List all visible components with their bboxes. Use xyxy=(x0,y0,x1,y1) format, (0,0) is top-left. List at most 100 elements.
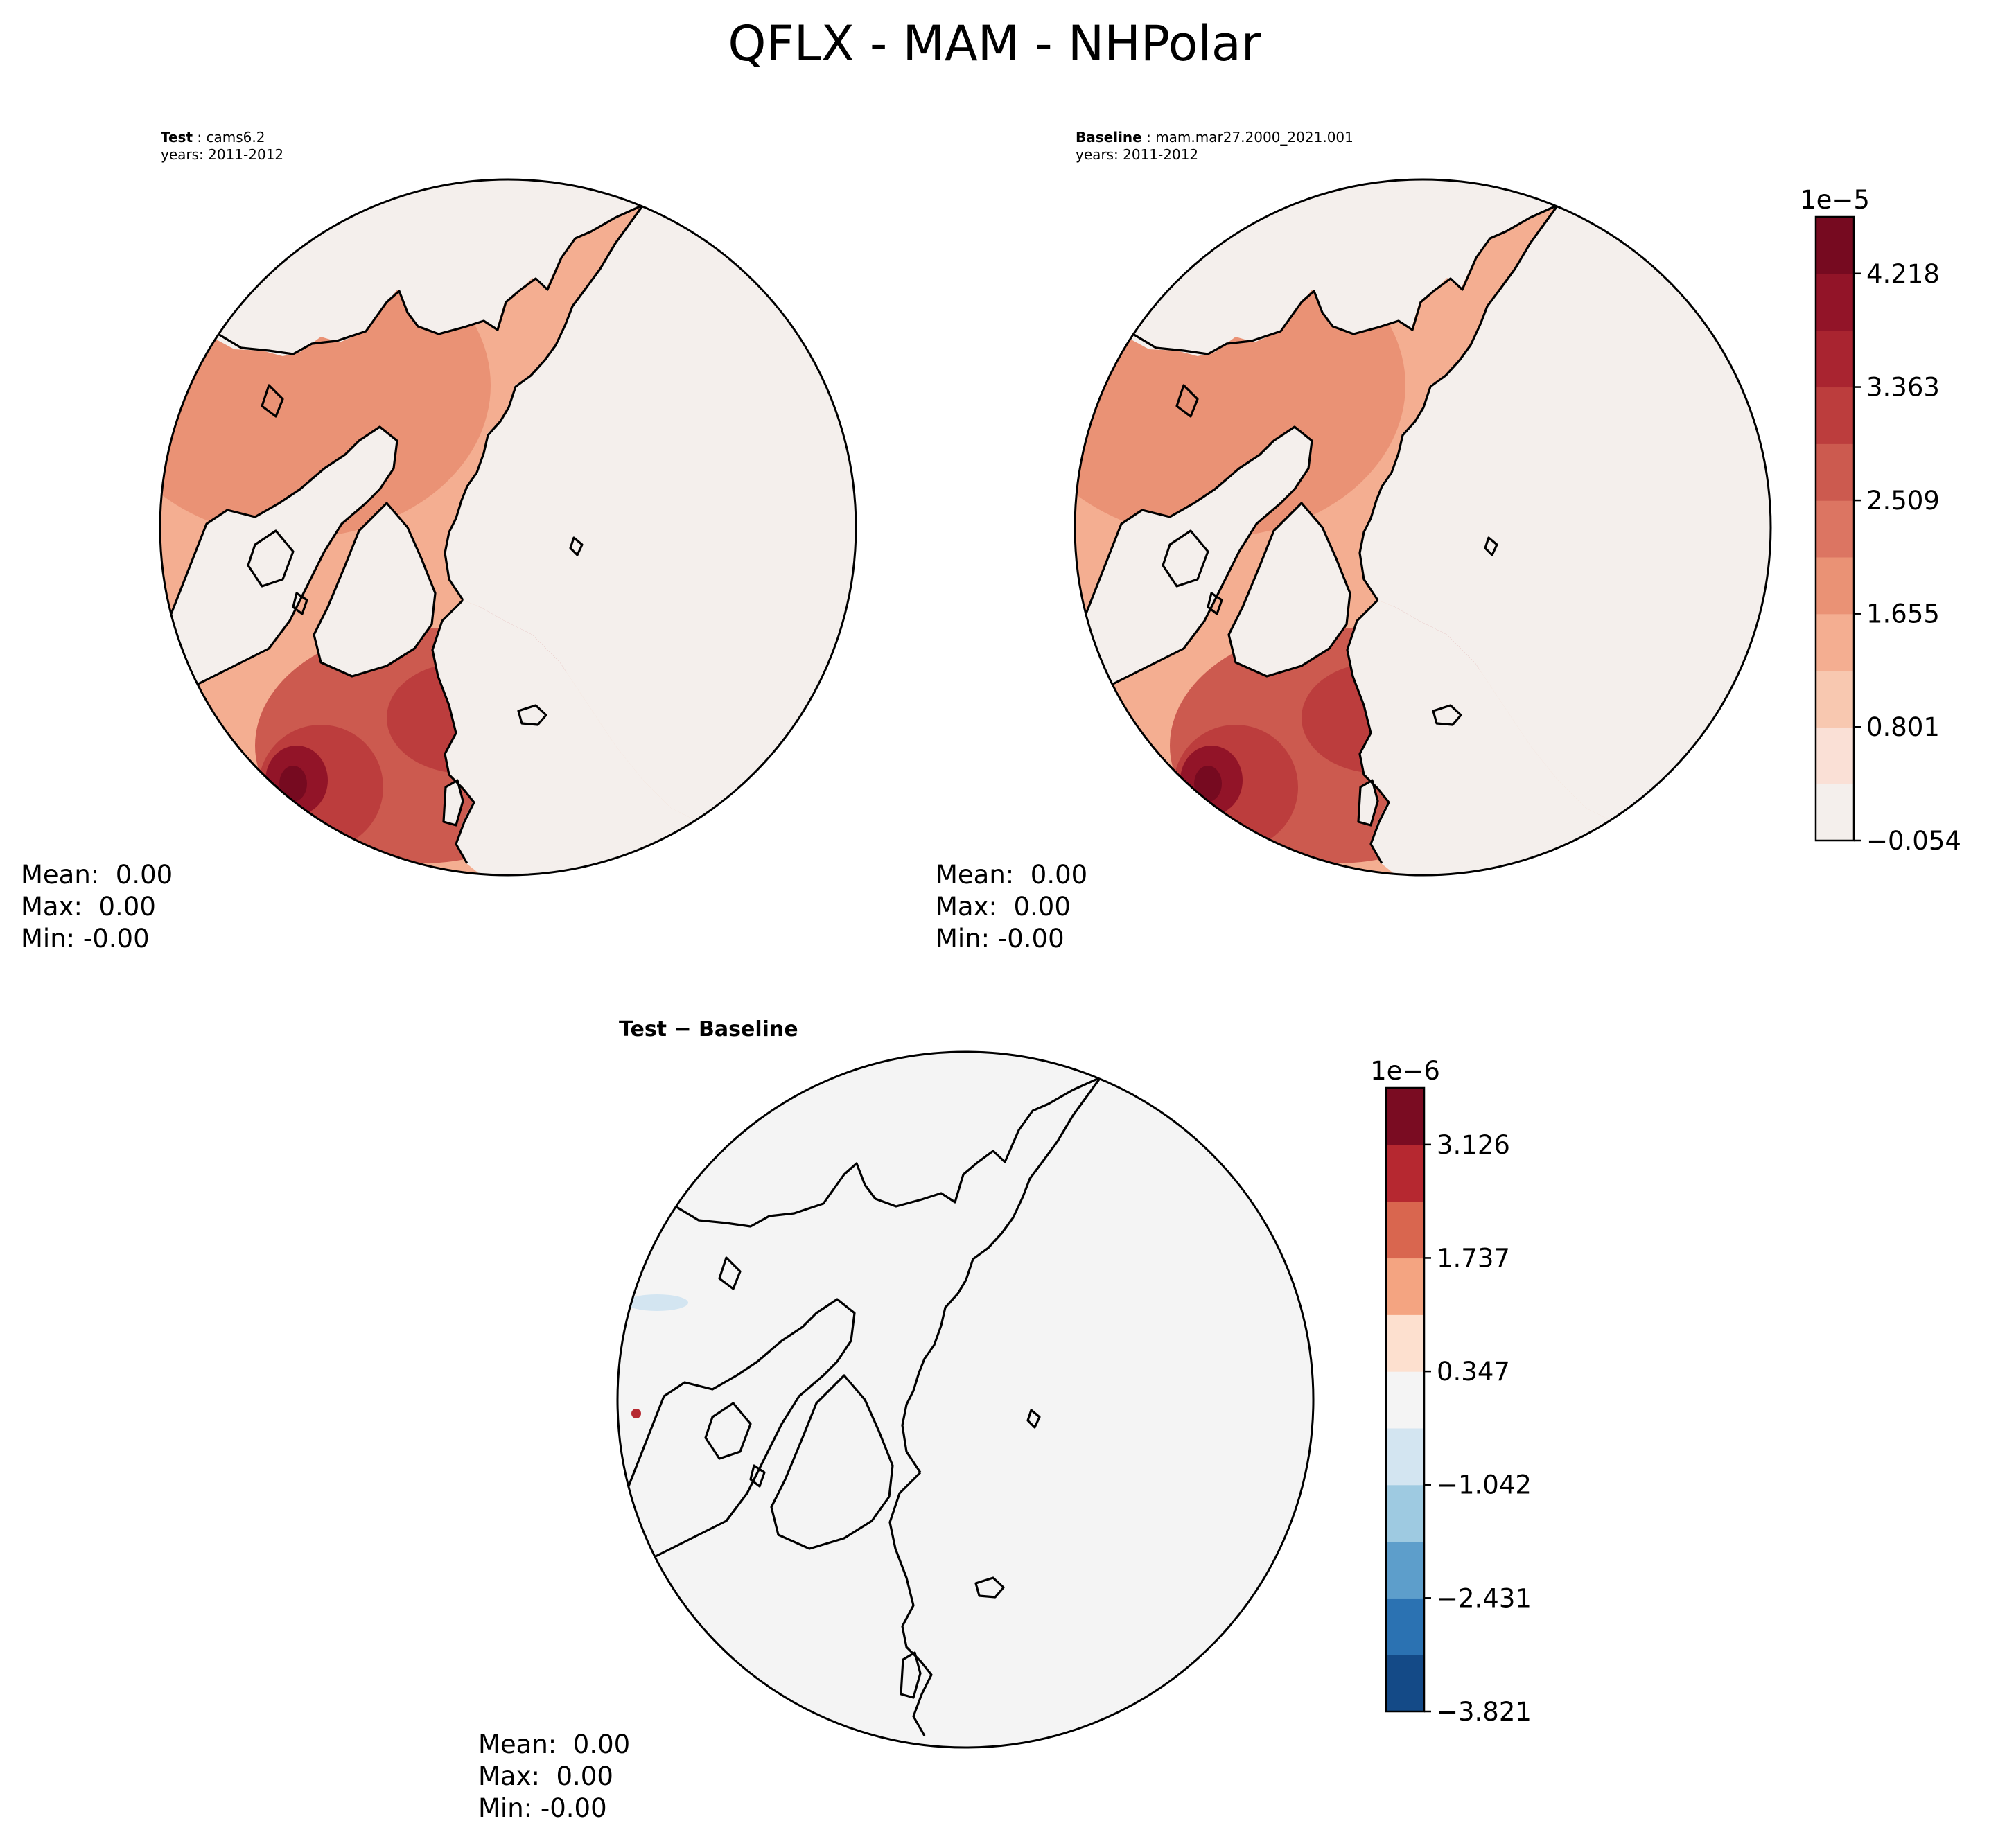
test-coastline xyxy=(261,384,284,418)
diff-colorbar-tick-label: 0.347 xyxy=(1437,1357,1510,1387)
baseline-flux-band xyxy=(1194,766,1222,802)
main-colorbar-exponent: 1e−5 xyxy=(1800,185,1870,215)
diff-colorbar-swatch xyxy=(1386,1314,1424,1372)
diff-land xyxy=(903,1077,1313,1694)
test-map-boundary xyxy=(159,178,857,877)
test-land xyxy=(432,600,699,875)
diff-colorbar-tick-label: 3.126 xyxy=(1437,1130,1510,1160)
diff-mean: Mean: 0.00 xyxy=(478,1730,631,1759)
main-colorbar-swatch xyxy=(1816,556,1854,615)
main-colorbar-swatch xyxy=(1816,727,1854,784)
diff-coastline xyxy=(718,1256,742,1290)
baseline-land xyxy=(1433,705,1461,725)
diff-colorbar: 3.126 1.737 0.347 −1.042 −2.431 −3.821 1e−6 xyxy=(1370,1056,1532,1727)
diff-land xyxy=(771,1375,893,1549)
baseline-land xyxy=(1347,600,1613,875)
baseline-coastline xyxy=(1207,592,1223,615)
baseline-case: mam.mar27.2000_2021.001 xyxy=(1155,129,1353,146)
diff-colorbar-tick-label: 1.737 xyxy=(1437,1243,1510,1273)
baseline-land xyxy=(1360,205,1771,822)
baseline-coastline xyxy=(1346,599,1390,864)
test-land xyxy=(518,705,546,725)
baseline-coastline xyxy=(1128,204,1559,355)
main-colorbar-swatch xyxy=(1816,500,1854,558)
diff-land xyxy=(976,1578,1004,1597)
diff-colorbar-swatch xyxy=(1386,1201,1424,1259)
test-coastline xyxy=(213,204,644,355)
diff-colorbar-swatch xyxy=(1386,1088,1424,1145)
diff-min: Min: -0.00 xyxy=(478,1793,607,1823)
diff-anomaly xyxy=(626,1294,688,1311)
diff-colorbar-tick-label: −1.042 xyxy=(1437,1470,1532,1500)
main-colorbar-tick-label: 1.655 xyxy=(1866,599,1940,629)
test-max: Max: 0.00 xyxy=(21,892,156,922)
diff-colorbar-swatch xyxy=(1386,1655,1424,1712)
main-colorbar-tick-label: 4.218 xyxy=(1866,259,1940,289)
diff-land xyxy=(889,1472,1156,1748)
test-coastline xyxy=(517,704,547,726)
diff-colorbar-swatch xyxy=(1386,1144,1424,1202)
baseline-land xyxy=(1163,531,1208,586)
diff-coastline xyxy=(749,1464,766,1488)
diff-colorbar-tick-label: −2.431 xyxy=(1437,1583,1532,1613)
diff-panel-title: Test − Baseline xyxy=(619,1017,798,1041)
test-case: cams6.2 xyxy=(206,129,265,146)
diff-colorbar-swatch xyxy=(1386,1371,1424,1429)
diff-colorbar-swatch xyxy=(1386,1598,1424,1655)
test-mean: Mean: 0.00 xyxy=(21,860,173,890)
test-coastline xyxy=(569,536,584,556)
main-colorbar-tick-label: 0.801 xyxy=(1866,712,1940,742)
test-land xyxy=(446,205,856,822)
diff-land xyxy=(706,1403,751,1459)
diff-coastline xyxy=(1026,1409,1041,1429)
diff-colorbar-tick-label: −3.821 xyxy=(1437,1697,1532,1727)
test-label: Test xyxy=(161,129,193,146)
main-colorbar-swatch xyxy=(1816,273,1854,331)
diff-coastline xyxy=(624,1298,856,1564)
test-coastline xyxy=(167,425,398,692)
diff-colorbar-exponent: 1e−6 xyxy=(1370,1056,1440,1086)
baseline-coastline xyxy=(1432,704,1462,726)
diff-colorbar-frame xyxy=(1385,1086,1426,1713)
baseline-years: years: 2011-2012 xyxy=(1076,146,1199,163)
baseline-panel-title: Baseline : mam.mar27.2000_2021.001 years… xyxy=(1076,129,1353,164)
test-years: years: 2011-2012 xyxy=(161,146,284,163)
diff-coastline xyxy=(900,1651,922,1699)
test-coastline xyxy=(247,529,295,588)
baseline-colon: : xyxy=(1141,129,1156,146)
baseline-coastline xyxy=(1175,384,1199,418)
diff-map-boundary xyxy=(616,1050,1315,1749)
baseline-min: Min: -0.00 xyxy=(936,924,1064,953)
main-colorbar: 4.218 3.363 2.509 1.655 0.801 −0.054 1e−5 xyxy=(1800,185,1961,856)
diff-coastline xyxy=(974,1576,1005,1599)
main-colorbar-frame xyxy=(1814,215,1855,842)
diff-coastline xyxy=(770,1374,894,1550)
test-colon: : xyxy=(193,129,207,146)
diff-coastline xyxy=(704,1402,752,1460)
baseline-coastline xyxy=(1082,425,1313,692)
diff-polar-map xyxy=(616,1050,1315,1749)
diff-colorbar-swatch xyxy=(1386,1258,1424,1315)
baseline-polar-map xyxy=(1074,178,1772,877)
test-stats: Mean: 0.00 Max: 0.00 Min: -0.00 xyxy=(21,859,173,955)
diff-colorbar-swatch xyxy=(1386,1427,1424,1486)
baseline-coastline xyxy=(1162,529,1209,588)
main-colorbar-swatch xyxy=(1816,784,1854,841)
main-colorbar-tick-label: 3.363 xyxy=(1866,373,1940,403)
main-colorbar-swatch xyxy=(1816,613,1854,671)
figure-title: QFLX - MAM - NHPolar xyxy=(728,15,1261,72)
test-polar-map xyxy=(159,178,857,877)
main-colorbar-swatch xyxy=(1816,217,1854,274)
diff-coastline xyxy=(901,1077,1102,1473)
test-flux-band xyxy=(279,766,307,802)
baseline-land xyxy=(1229,503,1350,676)
main-colorbar-swatch xyxy=(1816,443,1854,501)
test-coastline xyxy=(442,779,464,827)
test-coastline xyxy=(313,502,437,678)
baseline-stats: Mean: 0.00 Max: 0.00 Min: -0.00 xyxy=(936,859,1087,955)
main-colorbar-swatch xyxy=(1816,387,1854,444)
baseline-coastline xyxy=(1227,502,1351,678)
test-coastline xyxy=(444,204,645,601)
diff-max: Max: 0.00 xyxy=(478,1761,613,1791)
